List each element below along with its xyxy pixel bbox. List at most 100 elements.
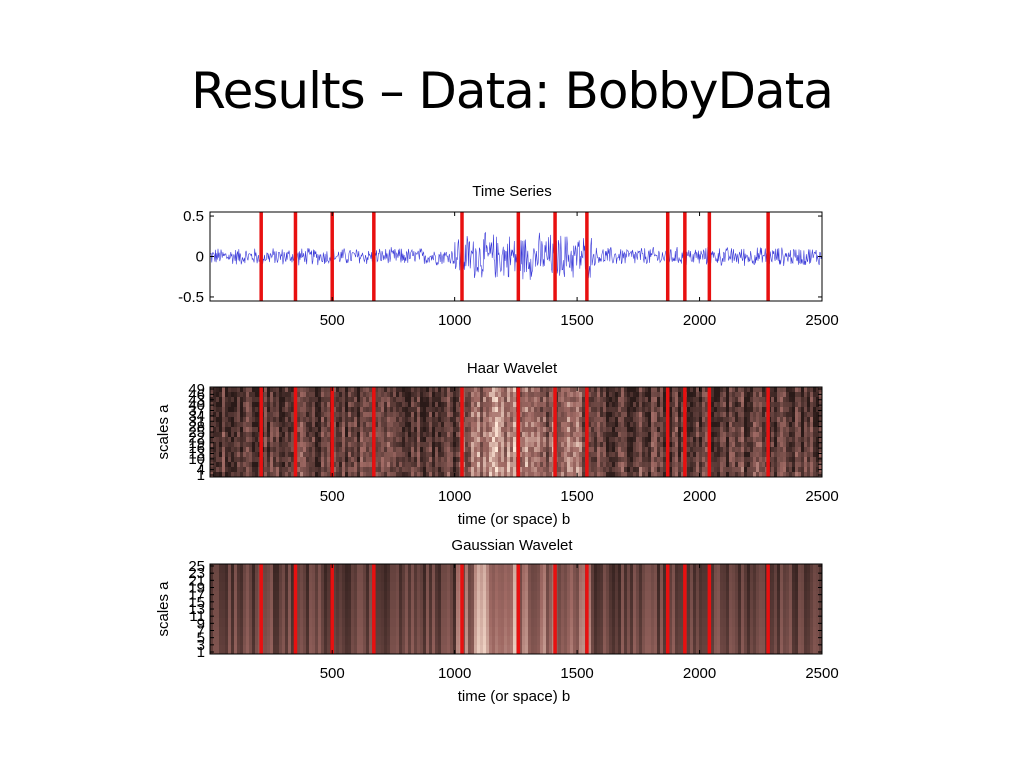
- scalogram-cell: [687, 402, 691, 408]
- scalogram-cell: [741, 402, 745, 408]
- scalogram-cell: [816, 412, 820, 418]
- scalogram-cell: [306, 573, 310, 583]
- scalogram-cell: [705, 407, 709, 413]
- scalogram-cell: [756, 417, 760, 423]
- scalogram-cell: [381, 422, 385, 428]
- scalogram-cell: [486, 645, 490, 655]
- scalogram-cell: [519, 636, 523, 646]
- scalogram-cell: [216, 417, 220, 423]
- scalogram-cell: [738, 472, 742, 478]
- scalogram-cell: [798, 447, 802, 453]
- scalogram-cell: [351, 432, 355, 438]
- scalogram-cell: [396, 422, 400, 428]
- scalogram-cell: [345, 645, 349, 655]
- scalogram-cell: [384, 609, 388, 619]
- scalogram-cell: [312, 422, 316, 428]
- scalogram-cell: [735, 422, 739, 428]
- scalogram-cell: [567, 402, 571, 408]
- scalogram-cell: [738, 462, 742, 468]
- scalogram-cell: [504, 564, 508, 574]
- scalogram-cell: [279, 412, 283, 418]
- scalogram-cell: [762, 452, 766, 458]
- scalogram-cell: [588, 407, 592, 413]
- scalogram-cell: [774, 387, 778, 393]
- scalogram-cell: [621, 442, 625, 448]
- scalogram-cell: [759, 437, 763, 443]
- scalogram-cell: [594, 392, 598, 398]
- scalogram-cell: [363, 412, 367, 418]
- scalogram-cell: [240, 609, 244, 619]
- scalogram-cell: [486, 564, 490, 574]
- scalogram-cell: [390, 573, 394, 583]
- scalogram-cell: [399, 600, 403, 610]
- scalogram-cell: [363, 397, 367, 403]
- scalogram-cell: [489, 442, 493, 448]
- scalogram-cell: [537, 573, 541, 583]
- scalogram-cell: [411, 462, 415, 468]
- scalogram-cell: [438, 564, 442, 574]
- scalogram-cell: [582, 387, 586, 393]
- scalogram-cell: [537, 397, 541, 403]
- scalogram-cell: [291, 467, 295, 473]
- scalogram-cell: [324, 452, 328, 458]
- scalogram-cell: [315, 402, 319, 408]
- scalogram-cell: [786, 452, 790, 458]
- scalogram-cell: [756, 457, 760, 463]
- scalogram-cell: [321, 442, 325, 448]
- scalogram-cell: [495, 422, 499, 428]
- scalogram-cell: [507, 564, 511, 574]
- scalogram-cell: [732, 422, 736, 428]
- scalogram-cell: [501, 645, 505, 655]
- scalogram-cell: [726, 467, 730, 473]
- scalogram-cell: [267, 407, 271, 413]
- scalogram-cell: [438, 627, 442, 637]
- scalogram-cell: [420, 564, 424, 574]
- scalogram-cell: [492, 387, 496, 393]
- scalogram-cell: [525, 402, 529, 408]
- scalogram-cell: [402, 600, 406, 610]
- scalogram-cell: [414, 457, 418, 463]
- scalogram-cell: [486, 447, 490, 453]
- scalogram-cell: [282, 636, 286, 646]
- scalogram-cell: [678, 427, 682, 433]
- scalogram-cell: [366, 422, 370, 428]
- scalogram-cell: [246, 467, 250, 473]
- y-tick-label: 10: [188, 451, 205, 468]
- scalogram-cell: [492, 467, 496, 473]
- scalogram-cell: [693, 452, 697, 458]
- scalogram-cell: [498, 442, 502, 448]
- scalogram-cell: [273, 397, 277, 403]
- scalogram-cell: [801, 387, 805, 393]
- scalogram-cell: [669, 387, 673, 393]
- scalogram-cell: [423, 432, 427, 438]
- scalogram-cell: [489, 627, 493, 637]
- scalogram-cell: [633, 422, 637, 428]
- scalogram-cell: [489, 437, 493, 443]
- scalogram-cell: [474, 472, 478, 478]
- scalogram-cell: [489, 427, 493, 433]
- scalogram-cell: [480, 422, 484, 428]
- scalogram-cell: [558, 437, 562, 443]
- scalogram-cell: [600, 467, 604, 473]
- scalogram-cell: [318, 627, 322, 637]
- scalogram-cell: [234, 467, 238, 473]
- scalogram-cell: [498, 457, 502, 463]
- scalogram-cell: [435, 627, 439, 637]
- scalogram-cell: [732, 407, 736, 413]
- scalogram-cell: [369, 582, 373, 592]
- scalogram-cell: [792, 447, 796, 453]
- scalogram-cell: [477, 600, 481, 610]
- scalogram-cell: [669, 452, 673, 458]
- scalogram-cell: [444, 573, 448, 583]
- scalogram-cell: [795, 452, 799, 458]
- scalogram-cell: [711, 467, 715, 473]
- scalogram-cell: [309, 600, 313, 610]
- scalogram-cell: [468, 564, 472, 574]
- scalogram-cell: [222, 600, 226, 610]
- y-tick-label: 16: [188, 440, 205, 457]
- scalogram-cell: [465, 452, 469, 458]
- scalogram-cell: [627, 447, 631, 453]
- scalogram-cell: [405, 412, 409, 418]
- scalogram-cell: [222, 609, 226, 619]
- scalogram-cell: [675, 422, 679, 428]
